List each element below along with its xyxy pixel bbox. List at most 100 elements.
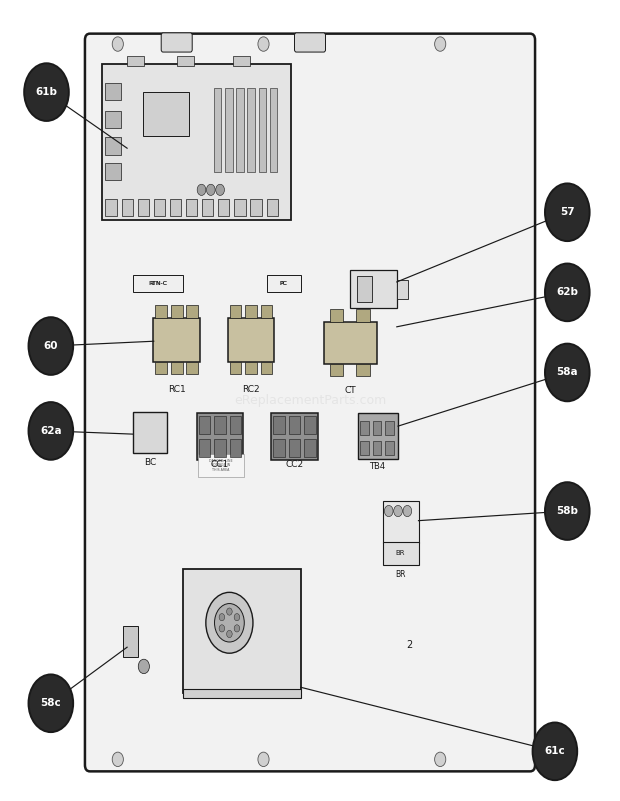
Bar (133, 275, 183, 292)
Bar (215, 416, 226, 434)
Bar (133, 412, 167, 453)
Bar (383, 501, 419, 543)
Bar (229, 439, 242, 457)
Bar (105, 137, 121, 155)
Bar (187, 305, 198, 318)
Text: TB4: TB4 (370, 461, 386, 471)
Text: BR: BR (396, 570, 405, 579)
Circle shape (234, 625, 240, 632)
Bar (250, 199, 262, 216)
Bar (270, 88, 277, 172)
Circle shape (384, 505, 393, 517)
Text: BR: BR (396, 550, 405, 557)
Bar (261, 305, 272, 318)
Circle shape (394, 505, 402, 517)
Bar (228, 317, 275, 362)
Bar (289, 439, 301, 457)
Circle shape (29, 402, 73, 460)
Text: CC1: CC1 (211, 460, 229, 469)
Bar (246, 362, 257, 375)
Bar (261, 362, 272, 375)
Bar (214, 88, 221, 172)
Text: 62b: 62b (556, 288, 578, 297)
Bar (358, 413, 398, 459)
Circle shape (112, 752, 123, 767)
Bar (153, 317, 200, 362)
Text: RC2: RC2 (242, 384, 260, 394)
Circle shape (435, 752, 446, 767)
Text: PC: PC (280, 281, 288, 286)
Bar (229, 416, 242, 434)
Bar (289, 416, 301, 434)
Text: 60: 60 (43, 341, 58, 351)
Circle shape (216, 184, 224, 195)
FancyBboxPatch shape (161, 33, 192, 52)
Text: 62a: 62a (40, 426, 61, 436)
Circle shape (197, 184, 206, 195)
Bar (356, 309, 370, 322)
Circle shape (29, 317, 73, 375)
Circle shape (138, 659, 149, 674)
Text: RC1: RC1 (168, 384, 185, 394)
Text: CC2: CC2 (285, 460, 304, 469)
Circle shape (206, 184, 215, 195)
Circle shape (219, 614, 224, 621)
Circle shape (545, 482, 590, 540)
Text: 2: 2 (406, 640, 412, 650)
Circle shape (112, 37, 123, 51)
Bar (350, 270, 397, 308)
Bar (247, 88, 255, 172)
Bar (397, 280, 408, 299)
Circle shape (258, 752, 269, 767)
Bar (360, 441, 369, 455)
Bar (330, 309, 343, 322)
Circle shape (219, 625, 224, 632)
Bar (171, 362, 182, 375)
Text: CT: CT (345, 386, 356, 396)
Bar (234, 199, 246, 216)
Bar (156, 362, 167, 375)
Bar (330, 364, 343, 376)
Bar (225, 88, 232, 172)
Bar (198, 439, 211, 457)
Bar (356, 364, 370, 376)
Bar (373, 421, 381, 435)
Text: DANGER: LINE
VOLTAGE IN
THIS AREA: DANGER: LINE VOLTAGE IN THIS AREA (210, 459, 232, 472)
Text: 61c: 61c (544, 747, 565, 756)
Bar (356, 276, 372, 302)
Circle shape (227, 630, 232, 638)
Text: PC: PC (280, 281, 287, 286)
Bar (154, 199, 165, 216)
Bar (105, 83, 121, 100)
Bar (232, 56, 250, 66)
Bar (122, 199, 133, 216)
Circle shape (545, 344, 590, 401)
Bar (385, 421, 394, 435)
Bar (156, 305, 167, 318)
Circle shape (24, 63, 69, 121)
Bar (198, 454, 244, 477)
Text: 58a: 58a (557, 368, 578, 377)
Circle shape (258, 37, 269, 51)
Bar (123, 626, 138, 657)
Circle shape (215, 604, 244, 642)
Bar (236, 88, 244, 172)
Text: BC: BC (144, 457, 156, 467)
Bar (215, 439, 226, 457)
FancyBboxPatch shape (85, 34, 535, 771)
Bar (170, 199, 181, 216)
Text: 61b: 61b (35, 87, 58, 97)
Text: eReplacementParts.com: eReplacementParts.com (234, 394, 386, 407)
Circle shape (435, 37, 446, 51)
Bar (324, 322, 376, 364)
Bar (246, 305, 257, 318)
Bar (304, 439, 316, 457)
Text: 57: 57 (560, 207, 575, 217)
Bar (218, 199, 229, 216)
Circle shape (206, 593, 253, 653)
Circle shape (234, 614, 240, 621)
Bar (143, 92, 189, 136)
Text: RTN-C: RTN-C (149, 281, 167, 286)
Bar (267, 199, 278, 216)
Circle shape (403, 505, 412, 517)
